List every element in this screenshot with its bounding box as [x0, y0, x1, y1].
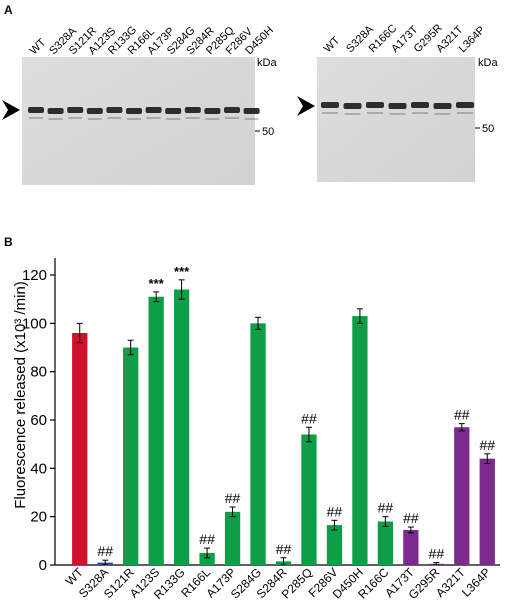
- gel-left-main-band: [224, 107, 240, 113]
- gel-left-minor-band: [48, 118, 63, 120]
- gel-left-minor-band: [205, 118, 220, 120]
- gel-right-kda-label: kDa: [478, 57, 498, 69]
- gel-left-main-band: [47, 108, 64, 114]
- significance-annotation: ***: [149, 276, 165, 291]
- gel-left-background: [22, 57, 255, 185]
- gel-left-arrow-icon: [2, 100, 20, 120]
- bar: [454, 427, 470, 565]
- bar: [224, 511, 241, 565]
- y-axis-label: Fluorescence released (x10³ /min): [12, 281, 29, 509]
- gel-right-main-band: [366, 102, 384, 108]
- gel-right-minor-band: [344, 113, 361, 115]
- gel-left-minor-band: [225, 117, 239, 119]
- gel-right-minor-band: [389, 113, 406, 115]
- bar: [301, 434, 317, 565]
- gel-left-minor-band: [244, 118, 259, 120]
- gel-right-bands: [321, 102, 474, 115]
- gel-right-minor-band: [434, 113, 451, 115]
- significance-annotation: ##: [403, 510, 419, 526]
- y-tick-label: 40: [30, 460, 47, 477]
- significance-annotation: ##: [276, 541, 292, 557]
- significance-annotation: ##: [225, 490, 241, 506]
- gel-left-main-band: [67, 107, 84, 113]
- gel-right-arrow-icon: [297, 96, 315, 116]
- gel-left-main-band: [204, 108, 221, 114]
- bar: [352, 316, 368, 565]
- gel-left-bands: [28, 107, 260, 120]
- gel-left-minor-band: [68, 117, 83, 119]
- gel-right-marker-50: 50: [482, 123, 494, 135]
- gel-right-background: [317, 57, 475, 182]
- gel-right-main-band: [343, 103, 362, 109]
- bar: [199, 552, 215, 565]
- gel-left-main-band: [145, 107, 162, 113]
- gel-left-main-band: [243, 108, 260, 114]
- bars: ## *** *** ## ## ## ## ## ## ## ## ## ##: [72, 264, 495, 566]
- significance-annotation: ***: [174, 264, 190, 279]
- bar: [173, 289, 190, 565]
- gel-right-main-band: [433, 103, 452, 109]
- y-tick-label: 0: [39, 557, 47, 574]
- significance-annotation: ##: [199, 531, 215, 547]
- gel-right-main-band: [411, 102, 429, 108]
- significance-annotation: ##: [454, 407, 470, 423]
- gel-left-minor-band: [127, 118, 141, 120]
- significance-annotation: ##: [301, 410, 317, 426]
- bar: [72, 333, 88, 565]
- bar: [403, 529, 419, 565]
- gel-right-minor-band: [367, 112, 383, 114]
- y-tick-label: 120: [22, 267, 47, 284]
- bar-chart: Fluorescence released (x10³ /min) 0 20 40 6…: [12, 258, 500, 602]
- bar: [479, 458, 495, 565]
- gel-left-minor-band: [107, 117, 122, 119]
- x-tick-label: L364P: [459, 565, 493, 599]
- y-tick-label: 100: [22, 315, 47, 332]
- y-tick-label: 60: [30, 412, 47, 429]
- bar: [148, 296, 164, 565]
- significance-annotation: ##: [479, 437, 495, 453]
- gel-left-minor-band: [185, 117, 200, 119]
- bar: [326, 525, 343, 565]
- gel-left-main-band: [28, 107, 44, 113]
- gel-right-lane-label: WT: [322, 34, 343, 55]
- bar: [377, 521, 394, 565]
- bar: [123, 347, 139, 565]
- gel-right-main-band: [456, 102, 474, 108]
- gel-left-minor-band: [87, 118, 102, 120]
- y-tick-label: 80: [30, 364, 47, 381]
- significance-annotation: ##: [97, 543, 113, 559]
- gel-right-minor-band: [457, 112, 473, 114]
- gel-left-lane-label: WT: [28, 36, 49, 57]
- gel-left-main-band: [165, 108, 182, 114]
- significance-annotation: ##: [378, 500, 394, 516]
- gel-left-minor-band: [166, 118, 181, 120]
- panel-a-letter: A: [4, 3, 13, 17]
- gel-left-main-band: [106, 107, 123, 113]
- gel-left-minor-band: [29, 117, 43, 119]
- gel-left-kda-label: kDa: [257, 57, 277, 69]
- y-tick-label: 20: [30, 509, 47, 526]
- gel-right-main-band: [321, 102, 339, 108]
- x-tick-labels: WTS328AS121RA123SR133GR166LA173PS284GS28…: [63, 565, 494, 602]
- gel-left-marker-50: 50: [262, 126, 274, 138]
- bar: [250, 323, 266, 565]
- gel-right-minor-band: [322, 112, 338, 114]
- gel-images: WT S328AS121RA123SR133GR166LA173PS284GS28…: [2, 22, 498, 185]
- gel-left: WT S328AS121RA123SR133GR166LA173PS284GS28…: [2, 24, 277, 185]
- gel-left-main-band: [126, 108, 142, 114]
- gel-right-minor-band: [412, 112, 428, 114]
- significance-annotation: ##: [429, 546, 445, 562]
- gel-left-minor-band: [146, 117, 161, 119]
- gel-left-main-band: [86, 108, 103, 114]
- significance-annotation: ##: [327, 503, 343, 519]
- panel-b-letter: B: [4, 235, 13, 249]
- gel-left-lane-labels: WT S328AS121RA123SR133GR166LA173PS284GS28…: [28, 24, 276, 57]
- gel-right-main-band: [388, 103, 407, 109]
- gel-left-main-band: [184, 107, 201, 113]
